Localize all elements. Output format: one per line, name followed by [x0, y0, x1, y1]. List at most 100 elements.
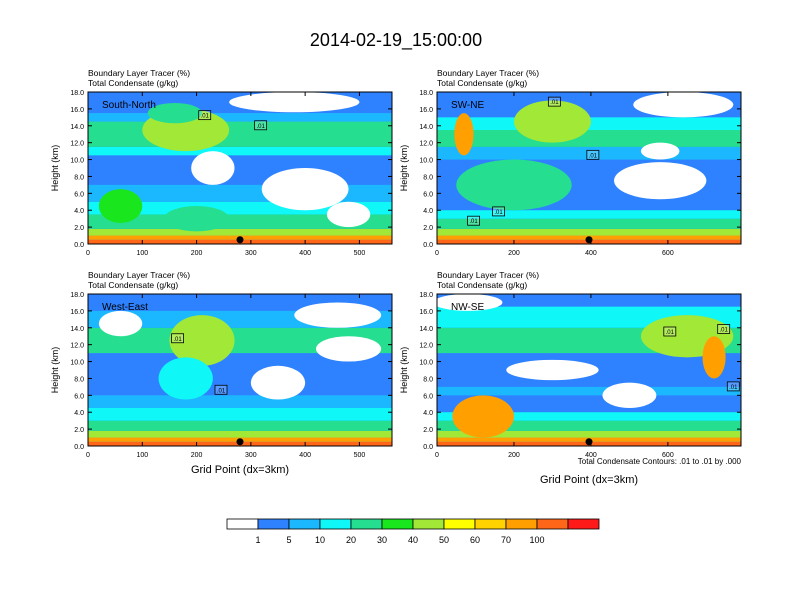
x-tick-label: 400 [585, 452, 597, 459]
legend-swatch [350, 518, 383, 530]
y-tick-label: 10.0 [70, 158, 84, 165]
y-tick-label: 8.0 [423, 376, 433, 383]
field-blob [250, 365, 306, 400]
x-tick-label: 200 [191, 250, 203, 257]
y-tick-label: 4.0 [74, 410, 84, 417]
field-band [88, 113, 392, 122]
legend-swatch [443, 518, 476, 530]
field-4 [437, 294, 741, 446]
y-tick-label: 12.0 [70, 141, 84, 148]
panel-frame [436, 293, 742, 447]
panel-1: 0.0 2.0 4.0 6.0 8.0 10.0 12.0 14.0 16.0 18.0 0 100 2… [50, 68, 393, 257]
field-blob [633, 92, 734, 118]
contour-note: Total Condensate Contours: .01 to .01 by… [578, 457, 742, 466]
x-tick-label: 500 [354, 250, 366, 257]
legend-label: 1 [255, 535, 260, 545]
panel-title-tracer: Boundary Layer Tracer (%) [88, 68, 190, 78]
field-blob [294, 302, 382, 328]
panel-frame [436, 91, 742, 245]
field-blob [316, 336, 382, 362]
y-tick-label: 10.0 [70, 360, 84, 367]
location-marker [585, 236, 593, 244]
panel-title-tracer: Boundary Layer Tracer (%) [88, 270, 190, 280]
y-axis-label: Height (km) [50, 347, 60, 394]
x-tick-label: 200 [191, 452, 203, 459]
panel-title-condensate: Total Condensate (g/kg) [437, 280, 527, 290]
field-band [437, 420, 741, 431]
legend-swatch [226, 518, 259, 530]
y-axis-label: Height (km) [399, 145, 409, 192]
y-tick-label: 6.0 [423, 393, 433, 400]
y-tick-label: 12.0 [419, 343, 433, 350]
field-blob [158, 357, 213, 400]
field-band [88, 420, 392, 431]
legend-swatch [536, 518, 569, 530]
legend-label: 40 [408, 535, 418, 545]
field-blob [98, 310, 143, 337]
y-tick-label: 4.0 [74, 208, 84, 215]
contour-label: .01 [256, 124, 265, 130]
legend-swatch [412, 518, 445, 530]
field-blob [614, 162, 707, 200]
panel-title-condensate: Total Condensate (g/kg) [88, 280, 178, 290]
y-tick-label: 8.0 [423, 174, 433, 181]
location-marker [585, 438, 593, 446]
contour-label: .01 [494, 210, 503, 216]
y-tick-label: 6.0 [74, 393, 84, 400]
y-tick-label: 12.0 [419, 141, 433, 148]
y-tick-label: 16.0 [70, 309, 84, 316]
field-band [88, 430, 392, 438]
colorbar-legend: 1 5 10 20 30 40 50 60 70 100 [226, 518, 600, 545]
x-tick-label: 0 [86, 250, 90, 257]
field-blob [169, 315, 235, 366]
x-tick-label: 400 [299, 250, 311, 257]
y-tick-label: 16.0 [70, 107, 84, 114]
y-tick-label: 2.0 [423, 427, 433, 434]
y-tick-label: 18.0 [419, 292, 433, 299]
legend-label: 60 [470, 535, 480, 545]
field-band [88, 130, 392, 147]
field-blob [437, 294, 503, 311]
legend-swatch [319, 518, 352, 530]
contour-label-box [547, 96, 561, 107]
field-band [437, 430, 741, 438]
panel-title-condensate: Total Condensate (g/kg) [88, 78, 178, 88]
x-tick-label: 400 [299, 452, 311, 459]
panel-4: 0.0 2.0 4.0 6.0 8.0 10.0 12.0 14.0 16.0 18.0 0 200 4… [399, 270, 742, 459]
legend-label: 20 [346, 535, 356, 545]
contour-label-box [198, 110, 212, 121]
y-axis-label: Height (km) [399, 347, 409, 394]
y-tick-label: 0.0 [423, 242, 433, 249]
y-tick-label: 18.0 [419, 90, 433, 97]
legend-label: 5 [286, 535, 291, 545]
field-band [88, 121, 392, 130]
contour-label-box [586, 149, 600, 160]
x-tick-label: 500 [354, 452, 366, 459]
legend-label: 50 [439, 535, 449, 545]
x-tick-label: 100 [136, 250, 148, 257]
field-band [88, 395, 392, 408]
legend-label: 10 [315, 535, 325, 545]
contour-label-box [726, 381, 740, 392]
field-blob [456, 159, 572, 211]
y-tick-label: 6.0 [423, 191, 433, 198]
contour-label-box [467, 215, 480, 226]
contour-label: .01 [201, 114, 210, 120]
contour-label: .01 [217, 388, 226, 394]
contour-label: .01 [666, 330, 675, 336]
field-band [437, 386, 741, 396]
panel-title-tracer: Boundary Layer Tracer (%) [437, 68, 539, 78]
field-band [88, 214, 392, 229]
legend-label: 100 [529, 535, 544, 545]
contour-label-box [663, 326, 677, 337]
legend-swatch [474, 518, 507, 530]
y-tick-label: 12.0 [70, 343, 84, 350]
field-band [437, 130, 741, 147]
legend-swatch [257, 518, 290, 530]
field-blob [702, 336, 726, 379]
field-blob [513, 100, 591, 143]
x-tick-label: 0 [86, 452, 90, 459]
x-tick-label: 200 [508, 250, 520, 257]
field-blob [191, 151, 235, 185]
